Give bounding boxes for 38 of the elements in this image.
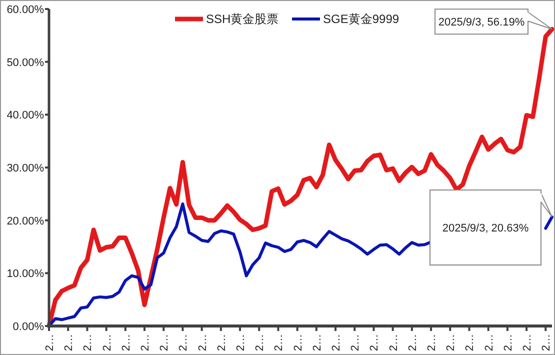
x-tick-label: 2… — [426, 334, 438, 352]
x-tick-label: 2… — [292, 334, 304, 352]
x-tick-label: 2… — [445, 334, 458, 352]
x-tick-label: 2… — [273, 334, 286, 352]
x-tick-label: 2… — [120, 334, 132, 352]
x-tick-label: 2… — [350, 334, 362, 352]
x-tick-label: 2… — [44, 334, 56, 352]
x-tick-label: 2… — [502, 334, 514, 352]
x-tick-label: 2… — [235, 334, 248, 352]
x-tick-label: 2… — [330, 334, 343, 352]
y-tick-label: 30.00% — [6, 162, 44, 174]
y-tick-label: 10.00% — [6, 268, 44, 280]
y-tick-label: 60.00% — [6, 4, 44, 16]
y-tick-label: 40.00% — [6, 110, 44, 122]
x-tick-label: 2… — [216, 334, 228, 352]
x-tick-label: 2… — [63, 334, 76, 352]
x-tick-label: 2… — [311, 334, 324, 352]
x-tick-label: 2… — [483, 334, 496, 352]
x-tick-label: 2… — [158, 334, 171, 352]
x-tick-label: 2… — [406, 334, 419, 352]
x-tick-label: 2… — [540, 334, 553, 352]
legend-label: SGE黄金9999 — [323, 12, 400, 26]
x-tick-label: 2… — [254, 334, 266, 352]
legend-label: SSH黄金股票 — [206, 12, 279, 26]
x-tick-label: 2… — [178, 334, 190, 352]
x-tick-label: 2… — [388, 334, 400, 352]
x-tick-label: 2… — [101, 334, 114, 352]
x-tick-label: 2… — [196, 334, 209, 352]
x-tick-label: 2… — [82, 334, 94, 352]
x-tick-label: 2… — [140, 334, 152, 352]
annotation: 2025/9/3, 56.19% — [438, 16, 525, 29]
y-tick-label: 0.00% — [12, 321, 44, 333]
x-tick-label: 2… — [522, 334, 534, 352]
y-tick-label: 50.00% — [6, 56, 44, 69]
annotation: 2025/9/3, 20.63% — [442, 222, 529, 235]
y-tick-label: 20.00% — [6, 215, 44, 228]
x-tick-label: 2… — [464, 334, 476, 352]
x-tick-label: 2… — [368, 334, 381, 352]
